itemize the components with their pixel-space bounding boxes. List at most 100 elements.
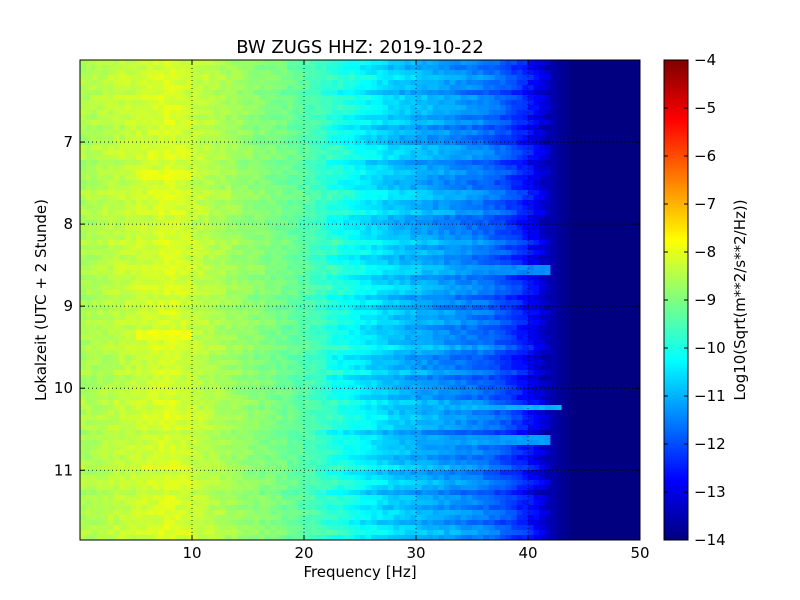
heatmap-cell (102, 145, 109, 151)
heatmap-cell (80, 285, 87, 291)
heatmap-cell (466, 250, 473, 256)
heatmap-cell (494, 265, 501, 271)
heatmap-cell (130, 215, 137, 221)
heatmap-cell (225, 290, 232, 296)
heatmap-cell (102, 225, 109, 231)
heatmap-cell (225, 120, 232, 126)
heatmap-cell (197, 105, 204, 111)
heatmap-cell (522, 170, 529, 176)
heatmap-cell (505, 285, 512, 291)
heatmap-cell (253, 75, 260, 81)
heatmap-cell (96, 130, 103, 136)
heatmap-cell (388, 275, 395, 281)
heatmap-cell (561, 250, 568, 256)
heatmap-cell (192, 225, 199, 231)
heatmap-cell (180, 85, 187, 91)
heatmap-cell (214, 290, 221, 296)
heatmap-cell (281, 215, 288, 221)
heatmap-cell (214, 115, 221, 121)
heatmap-cell (494, 125, 501, 131)
heatmap-cell (298, 265, 305, 271)
heatmap-cell (382, 65, 389, 71)
heatmap-cell (578, 85, 585, 91)
heatmap-cell (410, 280, 417, 286)
heatmap-cell (236, 170, 243, 176)
heatmap-cell (522, 200, 529, 206)
heatmap-cell (589, 180, 596, 186)
heatmap-cell (432, 200, 439, 206)
heatmap-cell (421, 145, 428, 151)
heatmap-cell (572, 125, 579, 131)
heatmap-cell (572, 250, 579, 256)
heatmap-cell (141, 245, 148, 251)
heatmap-cell (158, 65, 165, 71)
heatmap-cell (528, 240, 535, 246)
heatmap-cell (152, 200, 159, 206)
heatmap-cell (416, 130, 423, 136)
heatmap-cell (270, 170, 277, 176)
heatmap-cell (528, 200, 535, 206)
heatmap-cell (197, 280, 204, 286)
heatmap-cell (147, 145, 154, 151)
heatmap-cell (326, 145, 333, 151)
heatmap-cell (634, 125, 640, 131)
heatmap-cell (494, 215, 501, 221)
heatmap-cell (287, 145, 294, 151)
heatmap-cell (169, 75, 176, 81)
heatmap-cell (544, 110, 551, 116)
heatmap-cell (332, 200, 339, 206)
heatmap-cell (634, 155, 640, 161)
heatmap-cell (371, 255, 378, 261)
heatmap-cell (214, 105, 221, 111)
heatmap-cell (455, 275, 462, 281)
heatmap-cell (253, 185, 260, 191)
heatmap-cell (186, 110, 193, 116)
heatmap-cell (595, 190, 602, 196)
heatmap-cell (102, 110, 109, 116)
heatmap-cell (231, 60, 238, 66)
heatmap-cell (337, 200, 344, 206)
heatmap-cell (382, 70, 389, 76)
heatmap-cell (511, 250, 518, 256)
heatmap-cell (236, 180, 243, 186)
heatmap-cell (332, 280, 339, 286)
heatmap-cell (270, 280, 277, 286)
heatmap-cell (141, 160, 148, 166)
heatmap-cell (561, 75, 568, 81)
heatmap-cell (556, 135, 563, 141)
heatmap-cell (522, 105, 529, 111)
heatmap-cell (500, 105, 507, 111)
heatmap-cell (136, 260, 143, 266)
heatmap-cell (169, 90, 176, 96)
heatmap-cell (304, 245, 311, 251)
heatmap-cell (600, 285, 607, 291)
heatmap-cell (606, 140, 613, 146)
heatmap-cell (556, 175, 563, 181)
heatmap-cell (466, 95, 473, 101)
heatmap-cell (253, 180, 260, 186)
heatmap-cell (382, 115, 389, 121)
heatmap-cell (242, 230, 249, 236)
heatmap-cell (354, 130, 361, 136)
heatmap-cell (158, 280, 165, 286)
heatmap-cell (388, 200, 395, 206)
heatmap-cell (612, 135, 619, 141)
heatmap-cell (320, 200, 327, 206)
heatmap-cell (337, 205, 344, 211)
heatmap-cell (287, 70, 294, 76)
heatmap-cell (393, 165, 400, 171)
heatmap-cell (522, 115, 529, 121)
heatmap-cell (208, 285, 215, 291)
heatmap-cell (354, 75, 361, 81)
heatmap-cell (421, 185, 428, 191)
heatmap-cell (488, 245, 495, 251)
heatmap-cell (516, 215, 523, 221)
heatmap-cell (572, 95, 579, 101)
heatmap-cell (511, 180, 518, 186)
heatmap-cell (477, 305, 484, 311)
heatmap-cell (292, 175, 299, 181)
heatmap-cell (606, 200, 613, 206)
heatmap-cell (382, 190, 389, 196)
heatmap-cell (376, 280, 383, 286)
heatmap-cell (612, 170, 619, 176)
